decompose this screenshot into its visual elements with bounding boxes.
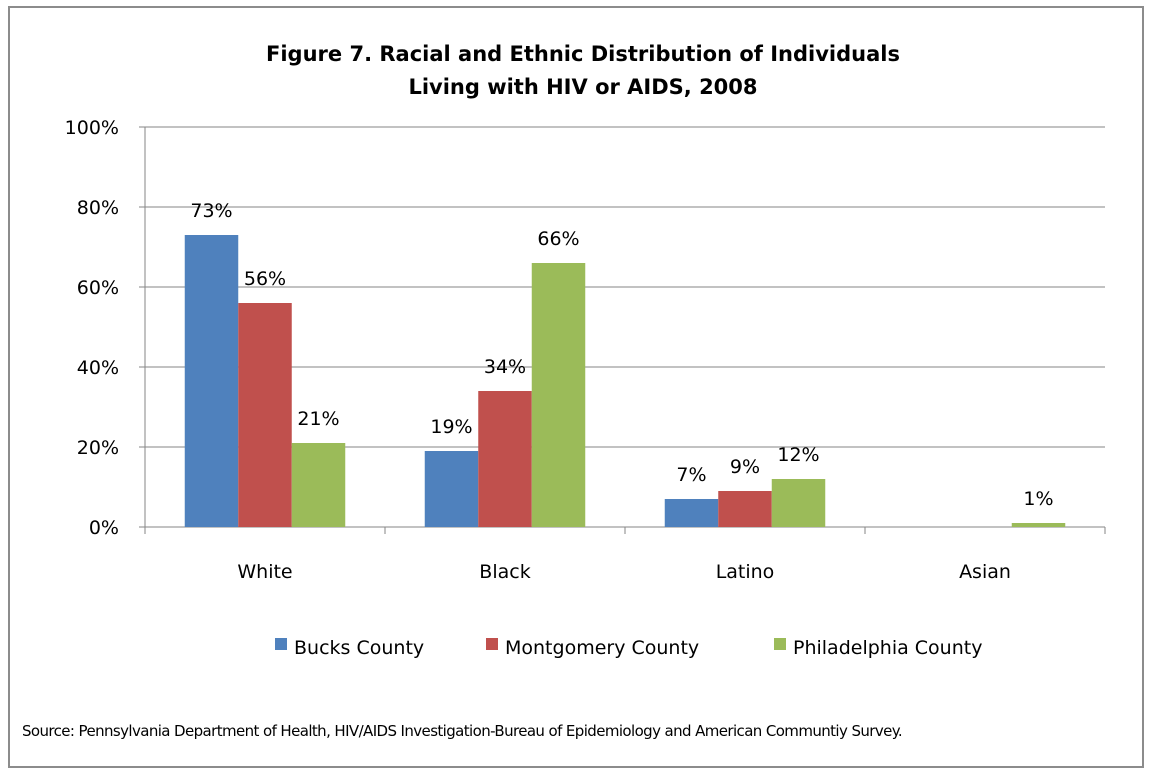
data-label: 66% — [537, 228, 579, 250]
data-label: 7% — [676, 464, 706, 486]
category-label: White — [237, 561, 292, 583]
legend-label: Montgomery County — [505, 637, 699, 659]
bar — [718, 491, 772, 527]
y-tick-label: 60% — [77, 277, 119, 299]
bar — [531, 263, 586, 527]
category-label: Asian — [959, 561, 1011, 583]
legend-swatch — [275, 638, 287, 650]
chart-title-line-1: Figure 7. Racial and Ethnic Distribution… — [266, 42, 900, 66]
data-label: 34% — [484, 356, 526, 378]
y-tick-label: 40% — [77, 357, 119, 379]
source-note: Source: Pennsylvania Department of Healt… — [22, 722, 903, 740]
data-label: 21% — [297, 408, 339, 430]
bar — [424, 451, 479, 527]
bar — [771, 479, 826, 527]
legend-label: Bucks County — [294, 637, 424, 659]
gridlines — [145, 126, 1105, 448]
data-label: 73% — [190, 200, 232, 222]
bar — [291, 443, 346, 527]
bars — [184, 235, 1066, 527]
category-label: Latino — [716, 561, 775, 583]
category-label: Black — [479, 561, 530, 583]
bar — [664, 499, 719, 527]
legend: Bucks County Montgomery County Philadelphi… — [275, 637, 982, 659]
y-tick-label: 20% — [77, 437, 119, 459]
y-tick-label: 80% — [77, 197, 119, 219]
legend-label: Philadelphia County — [793, 637, 982, 659]
data-label: 9% — [730, 456, 760, 478]
axes: 0% 20% 40% 60% 80% 100% White Black Latino Asian — [65, 117, 1106, 583]
legend-swatch — [486, 638, 498, 650]
bar — [478, 391, 532, 527]
bar — [1011, 523, 1066, 527]
chart-title: Figure 7. Racial and Ethnic Distribution… — [0, 38, 1152, 104]
bar — [184, 235, 239, 527]
legend-swatch — [774, 638, 786, 650]
data-label: 56% — [244, 268, 286, 290]
bar — [238, 303, 292, 527]
data-label: 12% — [777, 444, 819, 466]
data-labels: 73% 56% 21% 19% 34% 66% 7% 9% 12% 1% — [190, 200, 1053, 510]
chart-title-line-2: Living with HIV or AIDS, 2008 — [408, 75, 758, 99]
data-label: 1% — [1023, 488, 1053, 510]
y-tick-label: 100% — [65, 117, 119, 139]
data-label: 19% — [430, 416, 472, 438]
y-tick-label: 0% — [89, 517, 119, 539]
